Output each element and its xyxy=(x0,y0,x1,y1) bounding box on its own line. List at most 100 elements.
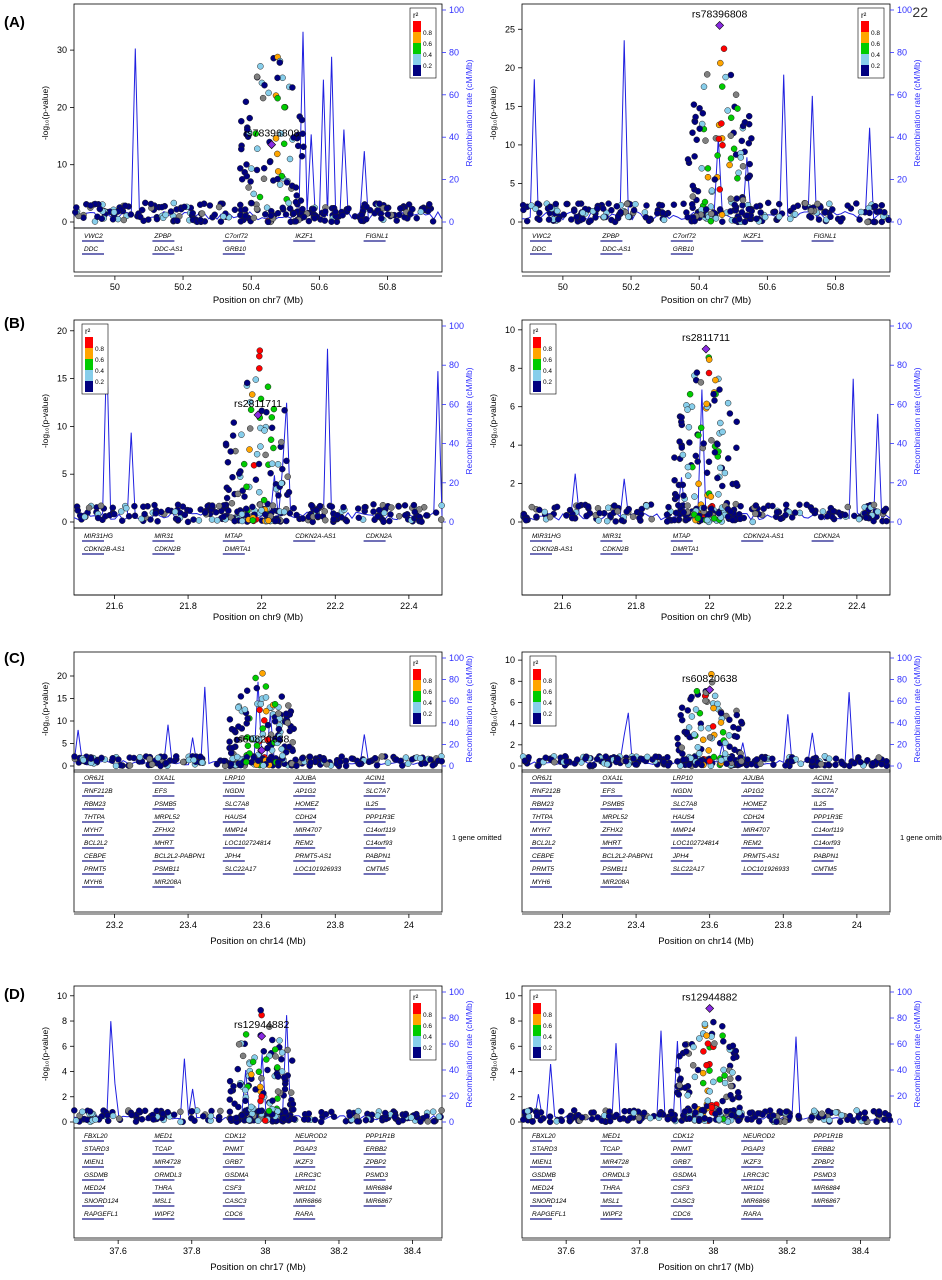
snp-point xyxy=(590,1109,597,1116)
snp-point xyxy=(294,142,302,150)
snp-point xyxy=(271,700,279,708)
legend-tick-label: 0.4 xyxy=(423,1034,432,1041)
snp-point xyxy=(154,518,161,525)
y-tick-label: 6 xyxy=(510,1041,515,1051)
snp-point xyxy=(278,480,285,487)
snp-point xyxy=(677,1075,684,1082)
legend-swatch xyxy=(413,1014,421,1025)
y-tick-label: 10 xyxy=(57,716,67,726)
snp-point xyxy=(395,512,403,520)
snp-point xyxy=(625,213,632,220)
snp-point xyxy=(336,758,344,766)
recombination-rate-line xyxy=(73,681,443,766)
snp-point xyxy=(684,472,692,479)
y2-tick-label: 100 xyxy=(449,653,464,663)
x-axis-label: Position on chr14 (Mb) xyxy=(210,936,306,947)
y2-tick-label: 0 xyxy=(897,517,902,527)
snp-point xyxy=(404,760,412,767)
gene-label: ERBB2 xyxy=(366,1146,388,1153)
snp-point xyxy=(98,215,106,222)
snp-point xyxy=(316,502,324,510)
snp-point xyxy=(533,513,540,520)
snp-point xyxy=(235,470,243,477)
y2-tick-label: 40 xyxy=(897,132,907,142)
snp-point xyxy=(664,754,671,761)
snp-point xyxy=(714,474,721,482)
snp-point xyxy=(663,511,671,518)
gene-label: REM2 xyxy=(295,840,313,847)
snp-point xyxy=(870,501,878,509)
snp-point xyxy=(253,742,261,749)
snp-point xyxy=(247,178,254,185)
legend-swatch xyxy=(861,54,869,65)
snp-point xyxy=(614,507,621,515)
snp-point xyxy=(165,506,172,514)
x-tick-label: 37.8 xyxy=(631,1246,649,1256)
snp-point xyxy=(250,214,258,222)
legend-tick-label: 0.8 xyxy=(543,346,552,353)
snp-point xyxy=(150,1116,157,1123)
gene-label: ACIN1 xyxy=(813,775,834,782)
snp-point xyxy=(592,214,599,221)
snp-point xyxy=(384,759,392,766)
gene-label: LOC101926933 xyxy=(295,866,341,873)
y-tick-label: 5 xyxy=(62,739,67,749)
legend-swatch xyxy=(413,691,421,702)
snp-point xyxy=(717,757,725,764)
snp-point xyxy=(782,501,790,509)
row-label-c: (C) xyxy=(4,650,25,667)
y2-axis-label: Recombination rate (cM/Mb) xyxy=(912,59,922,166)
gene-label: THRA xyxy=(602,1185,620,1192)
gene-label: SLC7A8 xyxy=(673,801,698,808)
snp-point xyxy=(706,1088,713,1095)
gene-label: NR1D1 xyxy=(743,1185,765,1192)
plot-frame xyxy=(73,985,443,1129)
legend-tick-label: 0.8 xyxy=(871,30,880,37)
snp-point xyxy=(362,1116,370,1124)
snp-point xyxy=(710,704,717,712)
snp-point xyxy=(80,756,87,764)
gene-label: BCL2L2-PABPN1 xyxy=(602,853,653,860)
snp-point xyxy=(153,215,161,223)
snp-point xyxy=(147,200,155,208)
snp-point xyxy=(429,1108,437,1115)
gene-label: GSDMB xyxy=(532,1172,557,1179)
snp-point xyxy=(755,1118,763,1125)
snp-point xyxy=(685,423,693,431)
snp-point xyxy=(250,735,257,742)
snp-point xyxy=(429,762,437,769)
y2-tick-label: 80 xyxy=(449,47,459,57)
snp-point xyxy=(300,213,308,221)
snp-point xyxy=(670,201,678,208)
snp-point xyxy=(719,729,727,736)
snp-point xyxy=(528,503,536,511)
gene-label: PGAP3 xyxy=(743,1146,765,1153)
snp-point xyxy=(262,694,270,701)
snp-point xyxy=(328,1108,335,1116)
snp-point xyxy=(269,502,277,509)
snp-point xyxy=(707,203,715,210)
snp-point xyxy=(284,719,291,727)
snp-point xyxy=(410,501,418,509)
y2-tick-label: 80 xyxy=(449,1013,459,1023)
legend-tick-label: 0.2 xyxy=(95,379,104,386)
snp-point xyxy=(726,743,733,750)
gene-label: MIR4707 xyxy=(295,827,322,834)
snp-point xyxy=(263,204,271,211)
snp-point xyxy=(579,215,587,223)
y2-tick-label: 60 xyxy=(449,399,459,409)
y-tick-label: 4 xyxy=(510,440,515,450)
snp-point xyxy=(255,460,263,468)
snp-point xyxy=(241,206,249,213)
snp-point xyxy=(283,457,290,465)
gene-label: MSL1 xyxy=(154,1198,171,1205)
snp-point xyxy=(274,461,282,468)
snp-point xyxy=(248,199,255,207)
gene-label: MIR208A xyxy=(154,879,181,886)
snp-point xyxy=(678,744,686,751)
snp-point xyxy=(731,201,738,209)
y-tick-label: 0 xyxy=(62,217,67,227)
gene-label: MIR4707 xyxy=(743,827,770,834)
snp-point xyxy=(769,502,776,510)
legend-title: r² xyxy=(413,659,419,668)
